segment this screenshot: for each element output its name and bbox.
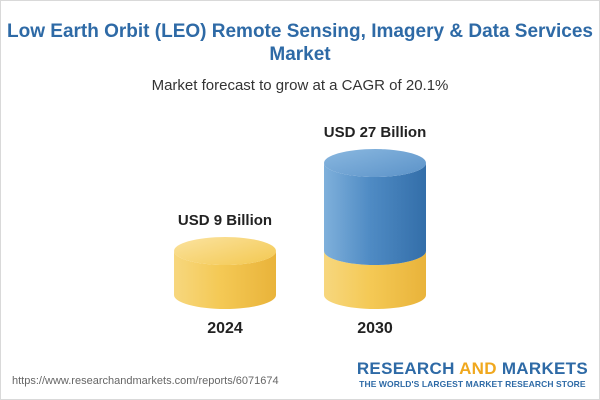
source-url[interactable]: https://www.researchandmarkets.com/repor… (12, 375, 279, 387)
category-label-2024: 2024 (207, 320, 243, 337)
bar-2030-base-segment (324, 251, 426, 309)
bars-layer (174, 149, 426, 309)
title-line-1: Low Earth Orbit (LEO) Remote Sensing, Im… (7, 21, 593, 42)
bar-2024 (174, 237, 276, 309)
brand-word-markets: MARKETS (501, 359, 588, 378)
brand-word-research: RESEARCH (356, 359, 455, 378)
title-line-2: Market (269, 44, 331, 65)
data-label-2024: USD 9 Billion (178, 212, 272, 229)
bar-2030 (324, 149, 426, 309)
brand-logo[interactable]: RESEARCH AND MARKETS THE WORLD'S LARGEST… (357, 359, 588, 389)
data-label-2030: USD 27 Billion (324, 124, 427, 141)
brand-name: RESEARCH AND MARKETS (357, 359, 588, 378)
category-label-2030: 2030 (357, 320, 393, 337)
bar-2030-growth-segment (324, 163, 426, 265)
brand-word-and: AND (459, 359, 497, 378)
cagr-subtitle: Market forecast to grow at a CAGR of 20.… (151, 77, 449, 94)
bar-2030-top (324, 149, 426, 177)
labels-layer: USD 9 Billion 2024 USD 27 Billion 2030 (178, 124, 426, 337)
bar-2024-top (174, 237, 276, 265)
page-title: Low Earth Orbit (LEO) Remote Sensing, Im… (0, 20, 600, 66)
brand-tagline: THE WORLD'S LARGEST MARKET RESEARCH STOR… (359, 379, 586, 389)
bar-2024-body (174, 251, 276, 309)
